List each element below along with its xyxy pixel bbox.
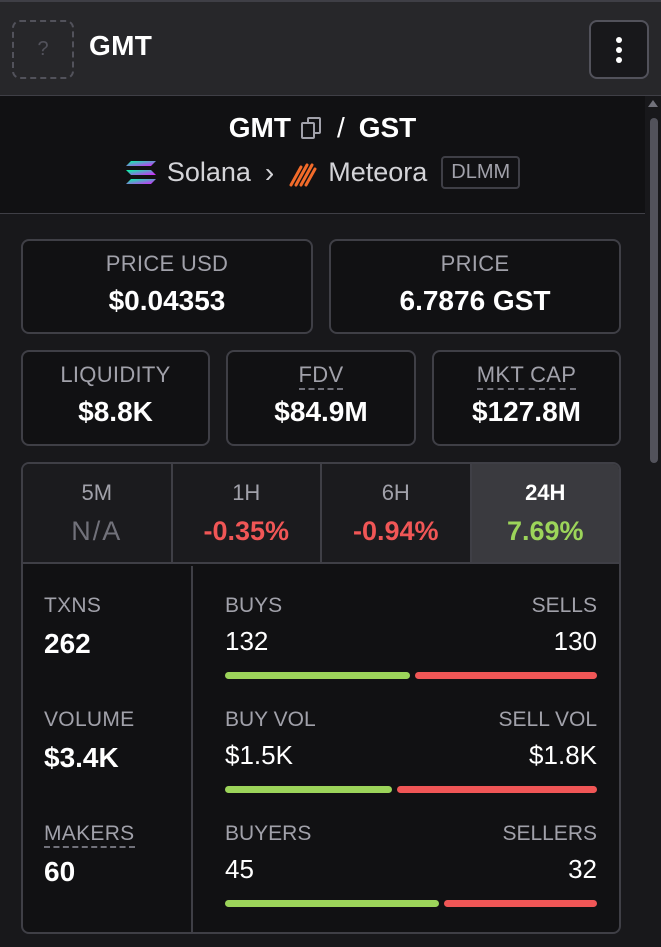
meteora-icon [289, 163, 317, 186]
scrollbar-thumb[interactable] [650, 118, 658, 463]
price-quote-value: 6.7876 GST [399, 285, 551, 316]
makers-label: MAKERS [44, 822, 135, 848]
sellers-bar [444, 900, 597, 907]
liquidity-label: LIQUIDITY [60, 362, 171, 387]
tab-6h[interactable]: 6H -0.94% [322, 464, 472, 562]
token-avatar-placeholder: ? [12, 20, 74, 79]
fdv-value: $84.9M [274, 396, 368, 427]
sell-vol-value: $1.8K [529, 740, 597, 770]
price-quote-label: PRICE [440, 251, 510, 276]
tab-label: 24H [525, 480, 566, 505]
buys-label: BUYS [225, 594, 283, 617]
makers-stat: MAKERS 60 [44, 822, 135, 888]
tab-change-value: N/A [71, 516, 123, 546]
tab-change-value: -0.94% [352, 516, 439, 546]
tab-1h[interactable]: 1H -0.35% [172, 464, 322, 562]
tab-label: 5M [81, 480, 113, 505]
chain-dex-breadcrumb: Solana › Meteora DLMM [0, 156, 645, 189]
fdv-card[interactable]: FDV $84.9M [226, 350, 416, 446]
buy-vol-value: $1.5K [225, 740, 293, 770]
volume-value: $3.4K [44, 742, 119, 773]
txn-stats-panel: 5M N/A 1H -0.35% 6H -0.94% 24H 7.69% TXN… [21, 462, 621, 934]
sell-vol-bar [397, 786, 597, 793]
buyers-bar [225, 900, 439, 907]
sell-vol-label: SELL VOL [498, 708, 597, 731]
txns-label: TXNS [44, 594, 102, 617]
chevron-right-icon: › [264, 156, 275, 188]
tab-label: 6H [381, 480, 410, 505]
buy-vol-bar [225, 786, 392, 793]
buyers-sellers-row: BUYERS SELLERS 45 32 [225, 822, 597, 907]
fdv-label: FDV [298, 362, 344, 390]
makers-value: 60 [44, 856, 76, 887]
price-quote-card: PRICE 6.7876 GST [329, 239, 621, 334]
quote-token-symbol: GST [358, 112, 417, 143]
buys-bar [225, 672, 410, 679]
buys-value: 132 [225, 626, 269, 656]
tab-label: 1H [232, 480, 261, 505]
market-cap-value: $127.8M [472, 396, 581, 427]
summary-column: TXNS 262 VOLUME $3.4K MAKERS 60 [23, 566, 193, 932]
sells-label: SELLS [531, 594, 597, 617]
volume-label: VOLUME [44, 708, 135, 731]
token-title: GMT [89, 30, 153, 61]
sellers-label: SELLERS [502, 822, 597, 845]
market-cap-card[interactable]: MKT CAP $127.8M [432, 350, 621, 446]
sellers-value: 32 [568, 854, 597, 884]
chain-name-link[interactable]: Solana [166, 157, 251, 187]
scroll-up-arrow-icon[interactable] [648, 100, 658, 107]
txns-value: 262 [44, 628, 91, 659]
sells-value: 130 [553, 626, 597, 656]
sells-bar [415, 672, 597, 679]
buyers-value: 45 [225, 854, 254, 884]
liquidity-card: LIQUIDITY $8.8K [21, 350, 210, 446]
liquidity-value: $8.8K [78, 396, 153, 427]
solana-icon [125, 160, 156, 184]
copy-icon[interactable] [300, 117, 323, 139]
tab-change-value: 7.69% [506, 516, 584, 546]
price-usd-value: $0.04353 [108, 285, 226, 316]
tab-5m[interactable]: 5M N/A [23, 464, 173, 562]
buyers-label: BUYERS [225, 822, 312, 845]
txns-stat: TXNS 262 [44, 594, 101, 660]
more-menu-button[interactable] [589, 20, 649, 79]
base-token-symbol: GMT [228, 112, 291, 143]
buys-sells-row: BUYS SELLS 132 130 [225, 594, 597, 679]
pool-type-badge: DLMM [441, 156, 521, 189]
timeframe-tabs: 5M N/A 1H -0.35% 6H -0.94% 24H 7.69% [23, 464, 619, 564]
pair-info: GMT / GST Solana › Meteora DLMM [0, 96, 645, 214]
price-usd-card: PRICE USD $0.04353 [21, 239, 313, 334]
price-usd-label: PRICE USD [105, 251, 229, 276]
buy-vol-label: BUY VOL [225, 708, 316, 731]
volume-split-row: BUY VOL SELL VOL $1.5K $1.8K [225, 708, 597, 793]
pair-separator: / [336, 112, 345, 143]
app-header: ? GMT [0, 0, 661, 96]
kebab-menu-icon [616, 36, 622, 63]
pair-heading: GMT / GST [0, 112, 645, 144]
dex-name-link[interactable]: Meteora [328, 157, 428, 187]
question-icon: ? [37, 38, 49, 60]
tab-change-value: -0.35% [203, 516, 290, 546]
tab-24h[interactable]: 24H 7.69% [471, 464, 619, 562]
volume-stat: VOLUME $3.4K [44, 708, 135, 774]
market-cap-label: MKT CAP [476, 362, 577, 390]
